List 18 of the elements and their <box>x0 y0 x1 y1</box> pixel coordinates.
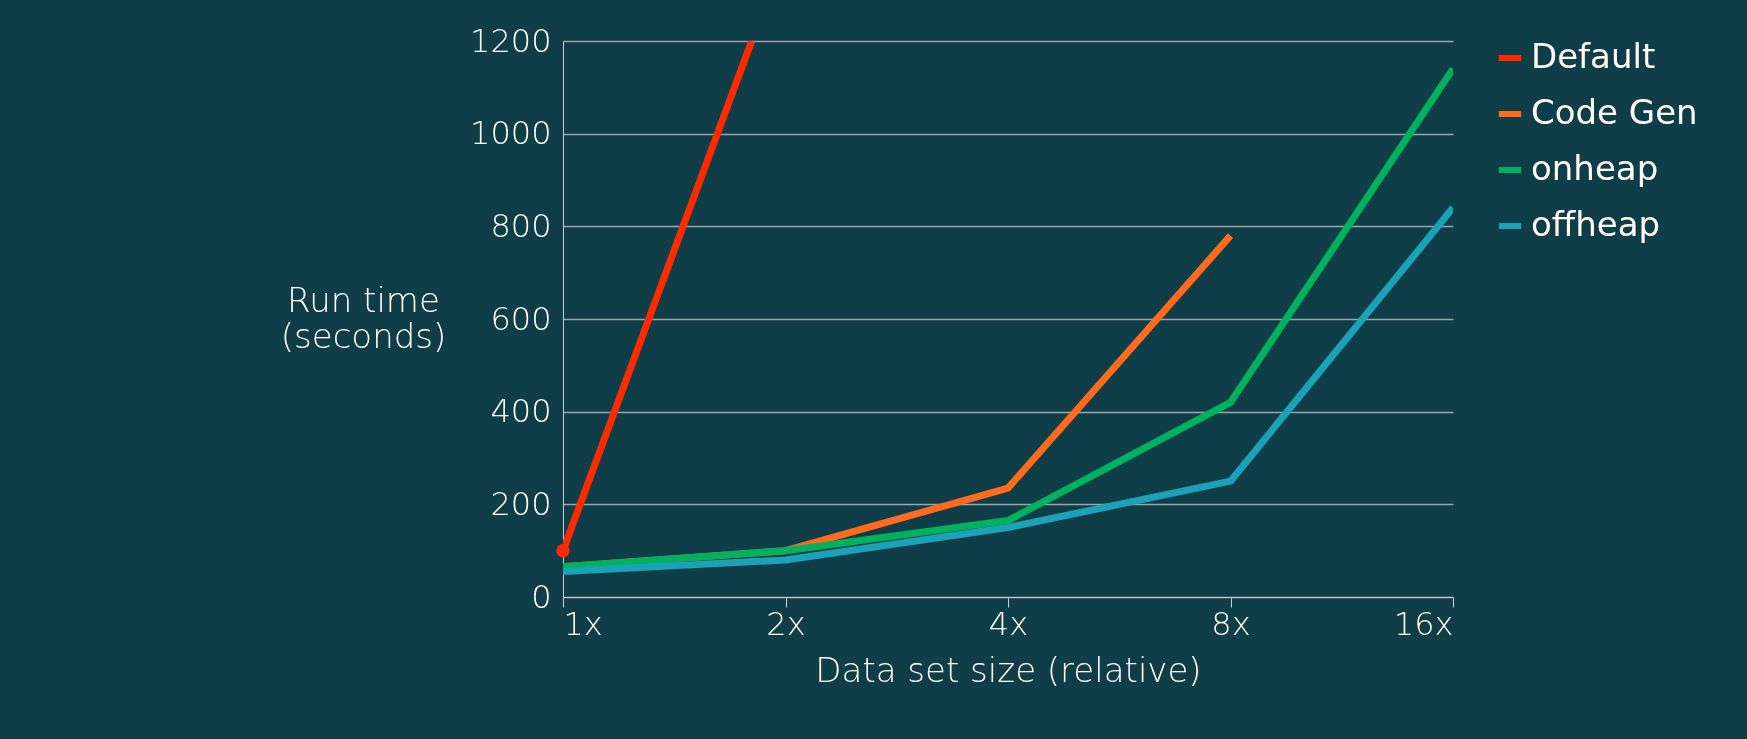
y-tick-label: 1000 <box>470 114 552 153</box>
y-tick-label: 600 <box>490 299 552 338</box>
y-tick-label: 1200 <box>470 21 552 60</box>
x-tick-label: 2x <box>766 604 806 643</box>
legend-label: Default <box>1531 36 1656 76</box>
legend-label: onheap <box>1531 148 1659 188</box>
y-tick-label: 0 <box>531 577 552 616</box>
y-axis-title: Run time (seconds) <box>280 279 447 356</box>
x-tick-label: 8x <box>1211 604 1251 643</box>
legend-label: offheap <box>1531 204 1661 244</box>
y-tick-label: 400 <box>490 392 552 431</box>
x-tick-label: 16x <box>1393 604 1454 643</box>
y-tick-label: 200 <box>490 484 552 523</box>
x-tick-label: 4x <box>988 604 1029 643</box>
x-tick-label: 1x <box>563 604 603 643</box>
legend-label: Code Gen <box>1531 92 1698 132</box>
x-axis-title: Data set size (relative) <box>815 649 1202 690</box>
y-tick-label: 800 <box>490 206 552 245</box>
